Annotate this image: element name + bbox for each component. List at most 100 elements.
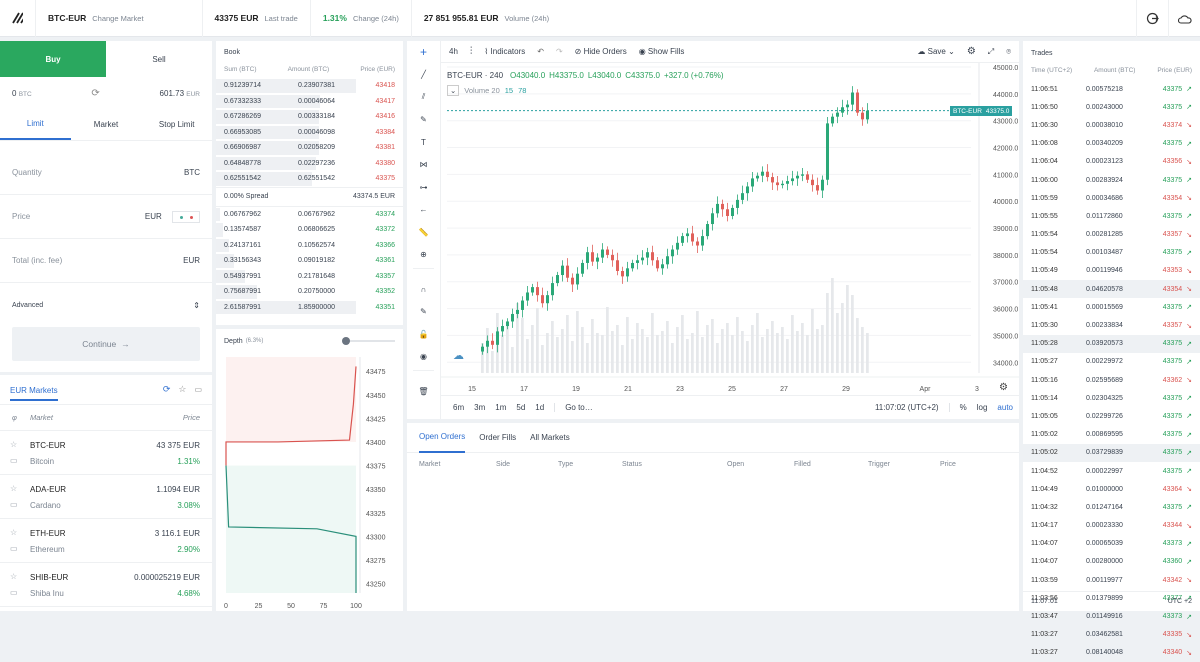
trade-amount: 0.00280000 bbox=[1085, 558, 1123, 566]
pattern-icon[interactable]: ⋈ bbox=[419, 160, 428, 170]
settings-icon[interactable]: ⚙ bbox=[966, 46, 976, 57]
ask-depth-line bbox=[225, 366, 357, 466]
fullscreen-icon[interactable]: ⤢ bbox=[987, 46, 995, 56]
candles-icon[interactable]: ⫶ bbox=[469, 46, 473, 57]
wallet-icon[interactable]: ▭ bbox=[194, 385, 202, 394]
y-tick: 35000.0 bbox=[993, 333, 1018, 340]
range-6m[interactable]: 6m bbox=[453, 403, 465, 412]
col-price[interactable]: Price bbox=[182, 413, 200, 422]
zoom-icon[interactable]: ⊕ bbox=[420, 250, 427, 260]
star-icon[interactable]: ☆ bbox=[10, 528, 18, 537]
volume-bar bbox=[616, 325, 619, 373]
magnet-icon[interactable]: ∩ bbox=[420, 284, 427, 294]
market-row[interactable]: ☆ ▭ ETH-EUR 3 116.1 EUR Ethereum 2.90% bbox=[0, 519, 212, 563]
star-icon[interactable]: ☆ bbox=[10, 440, 18, 449]
show-fills-button[interactable]: ◉ Show Fills bbox=[639, 47, 685, 56]
logo[interactable] bbox=[0, 0, 36, 37]
tab-open-orders[interactable]: Open Orders bbox=[419, 423, 466, 453]
change-market-link[interactable]: Change Market bbox=[92, 13, 144, 23]
markets-title[interactable]: EUR Markets bbox=[10, 378, 58, 401]
undo-icon[interactable]: ↶ bbox=[537, 47, 544, 56]
brush-icon[interactable]: ✎ bbox=[420, 115, 427, 125]
range-5d[interactable]: 5d bbox=[516, 403, 526, 412]
star-icon[interactable]: ☆ bbox=[178, 384, 187, 394]
ask-row[interactable]: 0.64848778 0.02297236 43380 bbox=[216, 156, 403, 172]
tab-market[interactable]: Market bbox=[93, 120, 119, 129]
range-1d[interactable]: 1d bbox=[535, 403, 545, 412]
ask-row[interactable]: 0.91239714 0.23907381 43418 bbox=[216, 78, 403, 94]
tab-all-markets[interactable]: All Markets bbox=[530, 433, 570, 442]
range-3m[interactable]: 3m bbox=[474, 403, 486, 412]
star-icon[interactable]: ☆ bbox=[10, 572, 18, 581]
bid-row[interactable]: 0.54937991 0.21781648 43357 bbox=[216, 269, 403, 285]
market-selector[interactable]: BTC-EUR Change Market bbox=[36, 0, 203, 37]
sell-tab[interactable]: Sell bbox=[152, 54, 166, 64]
redo-icon[interactable]: ↷ bbox=[555, 47, 563, 56]
crosshair-icon[interactable]: + bbox=[419, 45, 427, 60]
text-icon[interactable]: T bbox=[421, 137, 426, 147]
goto-button[interactable]: Go to… bbox=[554, 403, 593, 412]
indicators-button[interactable]: ⌇ Indicators bbox=[484, 47, 525, 56]
market-row[interactable]: ☆ ▭ BTC-EUR 43 375 EUR Bitcoin 1.31% bbox=[0, 431, 212, 475]
save-button[interactable]: ☁ Save ⌄ bbox=[917, 47, 954, 56]
lock-icon[interactable]: 🔓 bbox=[418, 329, 429, 339]
depth-zoom-slider[interactable] bbox=[342, 337, 395, 345]
theme-toggle-button[interactable] bbox=[1168, 0, 1200, 37]
range-1m[interactable]: 1m bbox=[495, 403, 507, 412]
continue-button[interactable]: Continue → bbox=[12, 327, 200, 361]
trash-icon[interactable]: 🗑 bbox=[418, 386, 429, 396]
fib-icon[interactable]: ⫽ bbox=[421, 92, 426, 102]
ask-row[interactable]: 0.67286269 0.00333184 43416 bbox=[216, 109, 403, 125]
swap-icon[interactable]: ⟳ bbox=[91, 87, 100, 99]
total-field[interactable]: Total (inc. fee) EUR bbox=[0, 239, 212, 283]
ask-row[interactable]: 0.67332333 0.00046064 43417 bbox=[216, 94, 403, 110]
volume-bar bbox=[551, 321, 554, 373]
depth-chart: 43475 43450 43425 43400 43375 43350 43325 43300… bbox=[224, 357, 386, 610]
ask-row[interactable]: 0.62551542 0.62551542 43375 bbox=[216, 171, 403, 187]
wallet-icon: ▭ bbox=[10, 500, 18, 509]
tab-order-fills[interactable]: Order Fills bbox=[479, 433, 517, 442]
market-row[interactable]: ☆ ▭ SHIB-EUR 0.000025219 EUR Shiba Inu 4.6… bbox=[0, 563, 212, 607]
price-stepper[interactable] bbox=[172, 210, 200, 223]
interval-button[interactable]: 4h bbox=[449, 47, 458, 56]
price-field[interactable]: Price EUR bbox=[0, 195, 212, 239]
bid-row[interactable]: 0.13574587 0.06806625 43372 bbox=[216, 222, 403, 238]
ask-row[interactable]: 0.66953085 0.00046098 43384 bbox=[216, 125, 403, 141]
tab-limit[interactable]: Limit bbox=[0, 109, 71, 140]
col-market[interactable]: Market bbox=[30, 413, 53, 422]
logout-button[interactable] bbox=[1136, 0, 1168, 37]
tab-stop-limit[interactable]: Stop Limit bbox=[158, 120, 195, 129]
log-toggle[interactable]: log bbox=[976, 403, 988, 412]
trend-line-icon[interactable]: ╱ bbox=[421, 70, 426, 80]
percent-toggle[interactable]: % bbox=[959, 403, 967, 412]
hide-orders-button[interactable]: ⊘ Hide Orders bbox=[575, 47, 627, 56]
back-arrow-icon[interactable]: ← bbox=[419, 205, 428, 215]
measure-icon[interactable]: ⊶ bbox=[419, 182, 428, 192]
depth-x-tick: 0 bbox=[224, 603, 228, 610]
buy-tab[interactable]: Buy bbox=[0, 41, 106, 77]
trade-time: 11:05:55 bbox=[1031, 212, 1058, 220]
advanced-toggle[interactable]: Advanced ⇕ bbox=[0, 283, 212, 327]
bid-row[interactable]: 2.61587991 1.85900000 43351 bbox=[216, 300, 403, 316]
bid-row[interactable]: 0.06767962 0.06767962 43374 bbox=[216, 207, 403, 223]
volume-bar bbox=[861, 327, 864, 373]
auto-toggle[interactable]: auto bbox=[997, 403, 1013, 412]
candle-body bbox=[501, 326, 504, 332]
bid-row[interactable]: 0.24137161 0.10562574 43366 bbox=[216, 238, 403, 254]
refresh-icon[interactable]: ⟳ bbox=[162, 384, 171, 394]
quantity-field[interactable]: Quantity BTC bbox=[0, 151, 212, 195]
collapse-icon[interactable]: ⌄ bbox=[447, 85, 460, 96]
camera-icon[interactable]: ⌾ bbox=[1006, 46, 1011, 56]
star-icon[interactable]: ☆ bbox=[10, 484, 18, 493]
bid-row[interactable]: 0.33156343 0.09019182 43361 bbox=[216, 253, 403, 269]
ruler-icon[interactable]: 📏 bbox=[418, 227, 429, 237]
col-open: Open bbox=[727, 460, 745, 468]
sort-icon[interactable]: φ bbox=[12, 413, 17, 422]
volume-bar bbox=[821, 325, 824, 373]
ask-row[interactable]: 0.66906987 0.02058209 43381 bbox=[216, 140, 403, 156]
eye-icon[interactable]: ◉ bbox=[420, 352, 427, 362]
lock-draw-icon[interactable]: ✎ bbox=[420, 307, 427, 317]
candlestick-chart[interactable]: 45000.0 44000.0 43000.0 42000.0 41000.0 40000… bbox=[441, 63, 1019, 395]
bid-row[interactable]: 0.75687991 0.20750000 43352 bbox=[216, 284, 403, 300]
market-row[interactable]: ☆ ▭ ADA-EUR 1.1094 EUR Cardano 3.08% bbox=[0, 475, 212, 519]
